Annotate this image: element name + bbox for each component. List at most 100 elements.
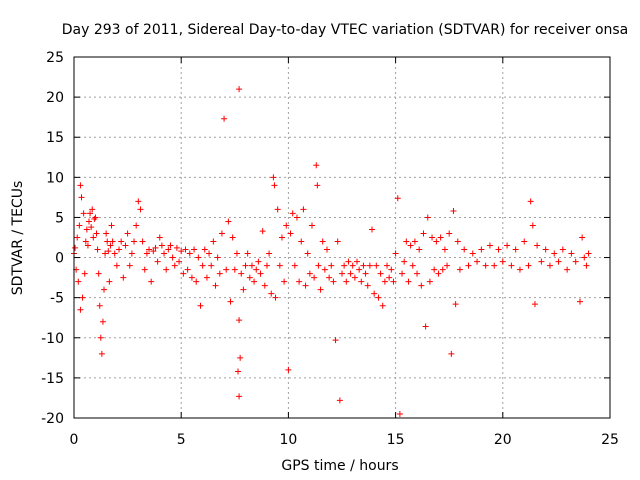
data-point [107, 242, 114, 249]
data-point [272, 294, 279, 301]
data-point [128, 250, 135, 257]
data-point [135, 198, 142, 205]
data-point [426, 278, 433, 285]
data-point [298, 238, 305, 245]
data-points [71, 86, 592, 417]
data-point [169, 254, 176, 261]
data-point [233, 250, 240, 257]
data-point [559, 246, 566, 253]
data-point [268, 290, 275, 297]
data-point [405, 278, 412, 285]
data-point [271, 182, 278, 189]
data-point [236, 393, 243, 400]
data-point [326, 274, 333, 281]
y-tick-label: -10 [41, 331, 64, 347]
data-point [302, 282, 309, 289]
data-point [113, 262, 120, 269]
data-point [76, 222, 83, 229]
data-point [452, 301, 459, 308]
data-point [212, 282, 219, 289]
data-point [186, 250, 193, 257]
x-tick-label: 5 [177, 432, 186, 448]
data-point [433, 238, 440, 245]
data-point [88, 224, 95, 231]
data-point [360, 262, 367, 269]
y-tick-label: 0 [55, 251, 64, 267]
data-point [416, 246, 423, 253]
data-point [446, 230, 453, 237]
data-point [534, 242, 541, 249]
data-point [246, 274, 253, 281]
data-point [259, 228, 266, 235]
data-point [93, 230, 100, 237]
data-point [414, 270, 421, 277]
data-point [478, 246, 485, 253]
data-point [521, 238, 528, 245]
data-point [311, 274, 318, 281]
data-point [184, 266, 191, 273]
x-tick-label: 10 [279, 432, 297, 448]
data-point [332, 337, 339, 344]
data-point [253, 266, 260, 273]
data-point [96, 302, 103, 309]
data-point [74, 234, 81, 241]
data-point [538, 258, 545, 265]
data-point [339, 270, 345, 277]
data-point [133, 222, 140, 229]
y-tick-label: -5 [50, 291, 64, 307]
data-point [581, 254, 588, 261]
data-point [99, 318, 106, 325]
data-point [291, 262, 298, 269]
data-point [92, 214, 99, 221]
data-point [122, 242, 129, 249]
data-point [148, 278, 155, 285]
data-point [296, 278, 303, 285]
x-tick-label: 20 [494, 432, 512, 448]
data-point [315, 262, 322, 269]
data-point [176, 258, 183, 265]
data-point [330, 278, 337, 285]
data-point [206, 250, 213, 257]
data-point [72, 244, 79, 251]
data-point [314, 182, 321, 189]
data-point [403, 238, 410, 245]
data-point [82, 238, 89, 245]
data-point [80, 210, 87, 217]
data-point [104, 238, 111, 245]
data-point [437, 234, 444, 241]
data-point [345, 258, 352, 265]
data-point [568, 250, 575, 257]
y-tick-label: 25 [46, 50, 64, 66]
data-point [178, 248, 185, 255]
data-point [564, 266, 571, 273]
data-point [236, 86, 243, 93]
data-point [450, 208, 457, 215]
data-point [84, 242, 91, 249]
data-point [120, 274, 127, 281]
data-point [356, 266, 363, 273]
data-point [317, 286, 324, 293]
data-point [495, 246, 502, 253]
data-point [97, 334, 104, 341]
data-point [293, 214, 300, 221]
data-point [531, 301, 538, 308]
data-point [216, 270, 223, 277]
data-point [572, 258, 579, 265]
data-point [276, 262, 283, 269]
data-point [225, 218, 232, 225]
y-tick-label: 15 [46, 130, 64, 146]
axis-ticks [73, 56, 611, 419]
data-point [214, 254, 221, 261]
data-point [308, 222, 315, 229]
data-point [270, 174, 277, 181]
data-point [474, 258, 481, 265]
y-tick-label: -15 [41, 371, 64, 387]
data-point [392, 250, 399, 257]
y-tick-label: 20 [46, 90, 64, 106]
x-axis-label: GPS time / hours [281, 458, 398, 474]
data-point [351, 274, 358, 281]
data-point [124, 230, 131, 237]
data-point [165, 246, 172, 253]
data-point [379, 302, 386, 309]
y-tick-label: 10 [46, 170, 64, 186]
